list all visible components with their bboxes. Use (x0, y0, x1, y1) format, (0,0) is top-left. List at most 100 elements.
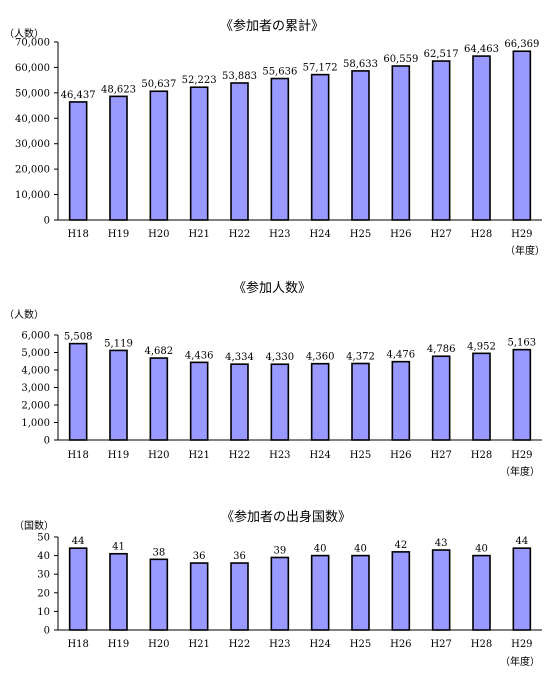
x-tick-label: H25 (350, 229, 371, 240)
data-label: 62,517 (424, 49, 459, 60)
x-tick-label: H19 (108, 450, 129, 461)
bar-h23 (270, 77, 290, 221)
x-tick-label: H27 (430, 229, 451, 240)
data-label: 53,883 (222, 71, 257, 82)
bar-h18 (68, 342, 88, 441)
x-tick-label: H21 (188, 450, 209, 461)
x-tick-label: H28 (471, 229, 492, 240)
data-label: 50,637 (141, 79, 176, 90)
chart-3-title: 《参加者の出身国数》 (221, 509, 351, 525)
x-tick-label: H29 (511, 450, 532, 461)
y-tick-label: 0 (44, 216, 50, 227)
chart-3-bars (68, 547, 532, 631)
y-tick-label: 60,000 (15, 63, 50, 74)
data-label: 41 (112, 542, 125, 553)
chart-2-title: 《参加人数》 (233, 280, 311, 296)
bar-h26 (391, 65, 411, 221)
x-tick-label: H20 (148, 450, 169, 461)
bar-h19 (109, 552, 128, 631)
chart-origin-countries: 《参加者の出身国数》 （国数） （年度） 0 10 20 30 40 50 44 41 38 3… (14, 509, 542, 668)
x-tick-label: H19 (108, 639, 129, 650)
y-tick-label: 3,000 (21, 383, 50, 394)
chart-2-bars (68, 342, 532, 441)
bar-h26 (391, 360, 411, 441)
data-label: 4,360 (306, 352, 335, 363)
data-label: 66,369 (504, 39, 539, 50)
x-tick-label: H18 (67, 450, 88, 461)
y-tick-label: 20 (37, 588, 50, 599)
data-label: 39 (273, 545, 286, 556)
data-label: 46,437 (61, 90, 96, 101)
bar-h22 (230, 82, 249, 221)
x-tick-label: H21 (188, 229, 209, 240)
x-tick-label: H22 (229, 229, 250, 240)
x-tick-label: H29 (511, 229, 532, 240)
x-tick-label: H24 (309, 639, 330, 650)
chart-1-title: 《参加者の累計》 (220, 18, 324, 34)
bar-h28 (472, 554, 491, 631)
x-tick-label: H21 (188, 639, 209, 650)
chart-2-y-ticks: 0 1,000 2,000 3,000 4,000 5,000 6,000 (21, 331, 58, 447)
y-tick-label: 20,000 (15, 165, 50, 176)
bar-h19 (109, 349, 128, 441)
data-label: 5,163 (508, 338, 537, 349)
data-label: 4,334 (225, 352, 254, 363)
bar-h25 (351, 362, 370, 441)
data-label: 36 (193, 551, 206, 562)
x-tick-label: H18 (67, 229, 88, 240)
y-tick-label: 10,000 (15, 190, 50, 201)
chart-2-x-ticks: H18 H19 H20 H21 H22 H23 H24 H25 H26 H27 H28 H29 (67, 450, 532, 461)
chart-3-x-ticks: H18 H19 H20 H21 H22 H23 H24 H25 H26 H27 H28 H29 (67, 639, 532, 650)
bar-h24 (310, 554, 330, 631)
y-tick-label: 4,000 (21, 366, 50, 377)
x-tick-label: H27 (430, 450, 451, 461)
x-tick-label: H19 (108, 229, 129, 240)
chart-1-bars (68, 50, 532, 221)
y-tick-label: 40 (37, 551, 50, 562)
data-label: 4,372 (346, 351, 375, 362)
bar-h18 (68, 547, 88, 631)
y-tick-label: 6,000 (21, 331, 50, 342)
chart-1-data-labels: 46,437 48,623 50,637 52,223 53,883 55,636 57,1… (61, 39, 540, 101)
bar-h22 (230, 363, 249, 441)
data-label: 44 (72, 536, 85, 547)
bar-h23 (270, 363, 290, 441)
data-label: 52,223 (182, 75, 217, 86)
chart-1-axes (57, 42, 542, 221)
data-label: 44 (515, 536, 528, 547)
chart-3-y-ticks: 0 10 20 30 40 50 (37, 533, 58, 637)
data-label: 57,172 (303, 63, 338, 74)
x-tick-label: H26 (390, 639, 411, 650)
y-tick-label: 0 (44, 436, 50, 447)
bar-h20 (149, 90, 169, 221)
y-tick-label: 2,000 (21, 401, 50, 412)
x-tick-label: H20 (148, 229, 169, 240)
x-tick-label: H24 (309, 229, 330, 240)
chart-participants: 《参加人数》 （人数） （年度） 0 1,000 2,000 3,000 4,000 5,… (4, 280, 542, 478)
y-tick-label: 40,000 (15, 114, 50, 125)
y-tick-label: 10 (37, 607, 50, 618)
data-label: 4,682 (145, 346, 174, 357)
y-tick-label: 50,000 (15, 88, 50, 99)
bar-h21 (189, 86, 209, 221)
y-tick-label: 1,000 (21, 418, 50, 429)
chart-2-data-labels: 5,508 5,119 4,682 4,436 4,334 4,330 4,360 4,372… (64, 332, 536, 364)
chart-2-x-unit: （年度） (500, 465, 540, 478)
y-tick-label: 30 (37, 570, 50, 581)
x-tick-label: H28 (471, 639, 492, 650)
bar-h18 (68, 101, 88, 221)
bar-h29 (512, 348, 532, 441)
chart-1-y-ticks: 0 10,000 20,000 30,000 40,000 50,000 60,000 70,… (15, 38, 58, 227)
y-tick-label: 0 (44, 626, 50, 637)
bar-h29 (512, 50, 532, 221)
x-tick-label: H25 (350, 639, 371, 650)
y-tick-label: 5,000 (21, 348, 50, 359)
bar-h27 (431, 60, 451, 221)
y-tick-label: 70,000 (15, 38, 50, 49)
data-label: 4,952 (467, 341, 496, 352)
y-tick-label: 50 (37, 533, 50, 544)
data-label: 48,623 (101, 84, 136, 95)
bar-h29 (512, 547, 532, 631)
data-label: 40 (354, 544, 367, 555)
